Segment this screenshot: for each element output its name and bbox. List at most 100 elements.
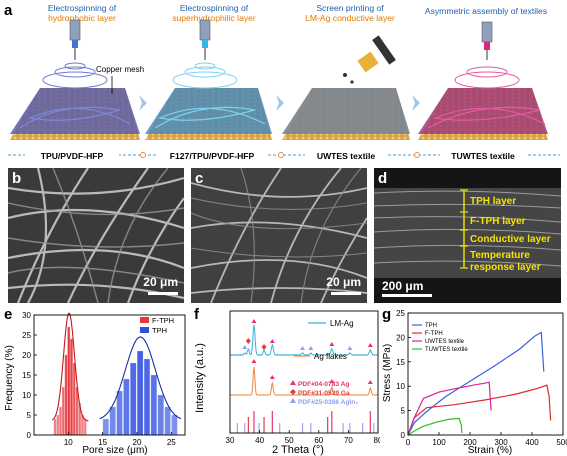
- g-y-tick-label: 15: [396, 358, 405, 367]
- f-series-label-ag-flakes: Ag flakes: [314, 352, 347, 361]
- panel-d-sem-cross-section: d TPH layer F-TPH layer Conductive layer…: [374, 168, 561, 303]
- f-x-axis-label: 2 Theta (°): [272, 444, 324, 456]
- e-bar-f-tph: [67, 326, 71, 436]
- f-peak-marker: [329, 379, 335, 383]
- svg-text:LM-Ag conductive layer: LM-Ag conductive layer: [305, 13, 395, 23]
- f-plot-frame: [229, 310, 379, 434]
- step-title-1: Electrospinning of hydrophobic layer: [48, 3, 117, 23]
- layer-label-tph: TPH layer: [470, 196, 516, 207]
- e-bar-tph: [123, 378, 130, 436]
- f-peak-marker: [367, 380, 373, 384]
- e-bar-tph: [102, 418, 109, 436]
- e-bar-tph: [164, 406, 171, 436]
- e-bar-f-tph: [53, 418, 57, 436]
- stage-name-3: UWTES textile: [317, 151, 375, 161]
- panel-e-label: e: [4, 306, 12, 323]
- g-y-tick-label: 10: [396, 382, 405, 391]
- e-x-tick-label: 25: [167, 438, 176, 447]
- panel-g-stress-strain: g 0 100 200 300 400 500 0 5 10 15 20 25 TPH F-TPH U…: [382, 306, 567, 456]
- panel-b-sem-image: b 20 μm: [8, 168, 184, 303]
- e-bar-f-tph: [59, 406, 62, 436]
- panel-c-scale-text: 20 μm: [326, 275, 361, 289]
- panel-b-label: b: [12, 170, 21, 187]
- g-legend-tph: TPH: [425, 323, 437, 329]
- stage-name-1: TPU/PVDF-HFP: [41, 151, 104, 161]
- panel-a-schematic: a Electrospinning of hydrophobic layer E…: [4, 2, 560, 161]
- copper-mesh-label: Copper mesh: [96, 65, 144, 74]
- step-title-2: Electrospinning of superhydrophilic laye…: [172, 3, 256, 23]
- f-peak-marker: [269, 375, 275, 379]
- xrd-lm-ag-curve: [229, 324, 379, 356]
- stage-3-schematic: [282, 35, 410, 140]
- svg-text:hydrophobic layer: hydrophobic layer: [48, 13, 116, 23]
- layer-label-ftph: F-TPH layer: [470, 216, 526, 227]
- f-y-axis-label: Intensity (a.u.): [194, 343, 206, 413]
- e-x-axis-label: Pore size (μm): [82, 445, 147, 456]
- panel-f-xrd: f 30 40 50 60 70 80 LM-Ag Ag flakes PDF#04-07…: [194, 306, 380, 456]
- svg-text:superhydrophilic layer: superhydrophilic layer: [172, 13, 256, 23]
- e-bar-tph: [109, 406, 116, 436]
- g-legend-tuwtes: TUWTES textile: [425, 347, 468, 353]
- e-fit-curve-tph: [99, 336, 182, 420]
- stage-2-schematic: [145, 19, 272, 140]
- g-x-tick-label: 400: [525, 438, 539, 447]
- panel-b-scale-bar: [148, 292, 178, 295]
- e-legend-tph: TPH: [152, 326, 167, 335]
- panel-c-sem-image: c 20 μm: [191, 168, 367, 303]
- g-x-tick-label: 500: [556, 438, 567, 447]
- xrd-ag-flakes-curve: [229, 366, 379, 396]
- e-y-tick-label: 5: [27, 411, 32, 420]
- e-y-tick-label: 30: [22, 311, 31, 320]
- g-curve-tph: [407, 331, 545, 436]
- g-curve-tuwtes-textile: [407, 417, 463, 436]
- e-x-tick-label: 20: [133, 438, 142, 447]
- panel-d-scale-text: 200 μm: [382, 279, 423, 293]
- g-legend-ftph: F-TPH: [425, 331, 443, 337]
- step-title-3: Screen printing of LM-Ag conductive laye…: [305, 3, 395, 23]
- g-plot-frame: [407, 312, 564, 436]
- panel-a-label: a: [4, 2, 13, 19]
- e-bar-tph: [130, 362, 137, 436]
- e-y-tick-label: 20: [22, 351, 31, 360]
- g-legend: TPH F-TPH UWTES textile TUWTES textile: [412, 323, 468, 353]
- panel-c-scale-bar: [331, 292, 361, 295]
- g-curve-f-tph: [407, 384, 552, 436]
- e-fit-curve-f-tph: [52, 312, 89, 422]
- e-bar-f-tph: [83, 418, 87, 436]
- g-x-tick-label: 0: [406, 438, 411, 447]
- e-bar-tph: [143, 358, 151, 436]
- f-ref-legend-ag: PDF#04-0783 Ag: [298, 381, 349, 388]
- e-legend-ftph: F-TPH: [152, 316, 174, 325]
- f-peak-marker: [269, 339, 275, 343]
- stage-4-schematic: [418, 21, 548, 140]
- stage-name-4: TUWTES textile: [451, 151, 515, 161]
- g-x-tick-label: 100: [432, 438, 446, 447]
- g-y-tick-label: 0: [401, 431, 406, 440]
- e-bar-tph: [137, 350, 144, 436]
- step-arrow-1: [139, 95, 147, 111]
- e-y-tick-label: 15: [22, 371, 31, 380]
- layer-label-conductive: Conductive layer: [470, 234, 551, 245]
- f-peak-marker: [251, 319, 257, 323]
- f-ref-legend-agin2: PDF#25-0386 AgIn₂: [298, 399, 358, 406]
- panel-c-label: c: [195, 170, 203, 187]
- panel-g-label: g: [382, 306, 391, 323]
- g-curve-uwtes-textile: [407, 381, 492, 436]
- e-y-tick-label: 0: [27, 431, 32, 440]
- e-bar-tph: [157, 394, 164, 436]
- g-legend-uwtes: UWTES textile: [425, 339, 465, 345]
- step-arrow-3: [412, 95, 420, 111]
- e-x-tick-label: 15: [98, 438, 107, 447]
- f-peak-marker: [300, 346, 306, 350]
- step-title-4: Asymmetric assembly of textiles: [425, 6, 547, 16]
- f-peak-marker: [261, 344, 267, 350]
- g-y-tick-label: 25: [396, 309, 405, 318]
- f-x-tick-label: 50: [285, 436, 294, 445]
- f-peak-marker: [347, 346, 353, 350]
- stage-name-2: F127/TPU/PVDF-HFP: [170, 151, 255, 161]
- e-y-tick-label: 10: [22, 391, 31, 400]
- svg-text:Asymmetric assembly of textile: Asymmetric assembly of textiles: [425, 6, 547, 16]
- f-peak-marker: [367, 343, 373, 347]
- f-x-tick-label: 30: [226, 436, 235, 445]
